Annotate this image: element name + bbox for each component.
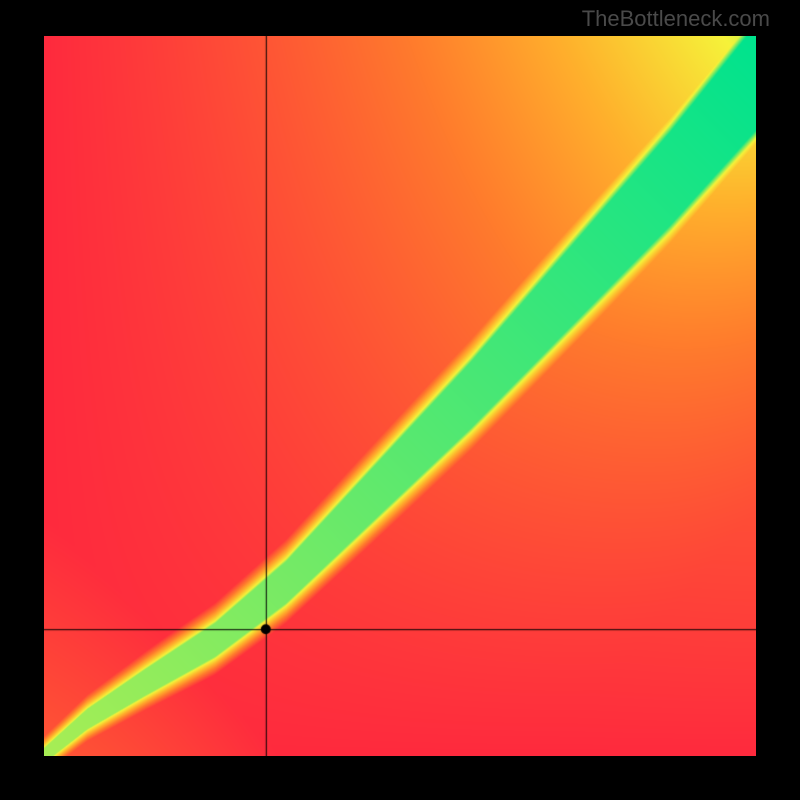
heatmap-container	[44, 36, 756, 756]
bottleneck-heatmap	[44, 36, 756, 756]
stage: TheBottleneck.com	[0, 0, 800, 800]
watermark-text: TheBottleneck.com	[582, 6, 770, 32]
